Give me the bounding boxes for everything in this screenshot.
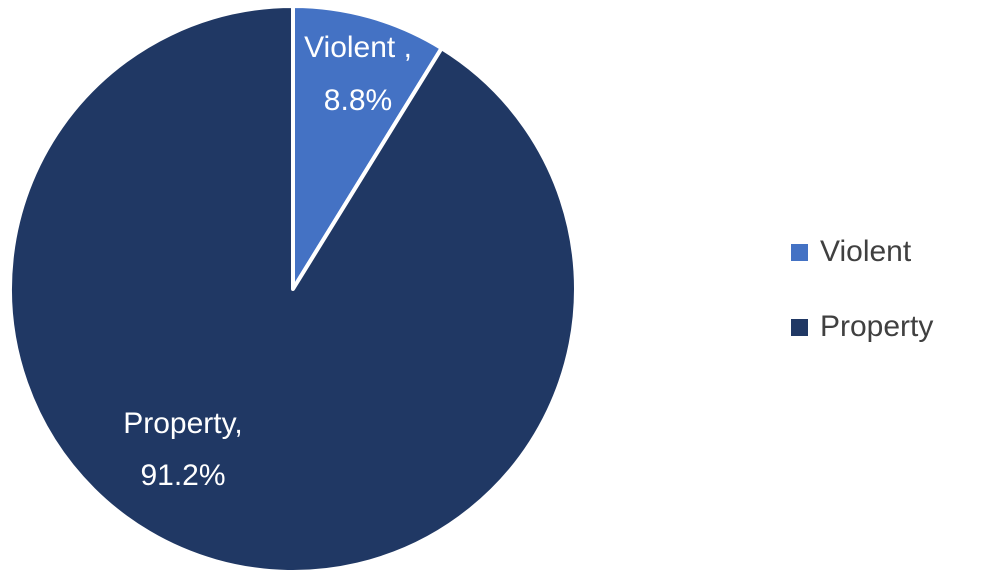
legend: Violent Property bbox=[791, 233, 981, 383]
pie-slices bbox=[8, 4, 578, 573]
data-label-property-value: 91.2% bbox=[140, 459, 225, 492]
pie-slice-violent[interactable] bbox=[291, 4, 444, 291]
data-label-violent-name: Violent , bbox=[304, 31, 412, 64]
legend-item-violent[interactable]: Violent bbox=[791, 233, 981, 271]
legend-swatch-violent bbox=[791, 243, 808, 261]
data-label-violent-value: 8.8% bbox=[324, 84, 392, 117]
legend-label-violent: Violent bbox=[820, 235, 912, 268]
pie-data-labels: Violent , 8.8% Property, 91.2% bbox=[123, 31, 412, 492]
pie-slice-property[interactable] bbox=[8, 4, 578, 573]
data-label-property-name: Property, bbox=[123, 407, 243, 440]
legend-swatch-property bbox=[791, 318, 808, 336]
legend-label-property: Property bbox=[820, 310, 934, 343]
legend-item-property[interactable]: Property bbox=[791, 308, 981, 346]
